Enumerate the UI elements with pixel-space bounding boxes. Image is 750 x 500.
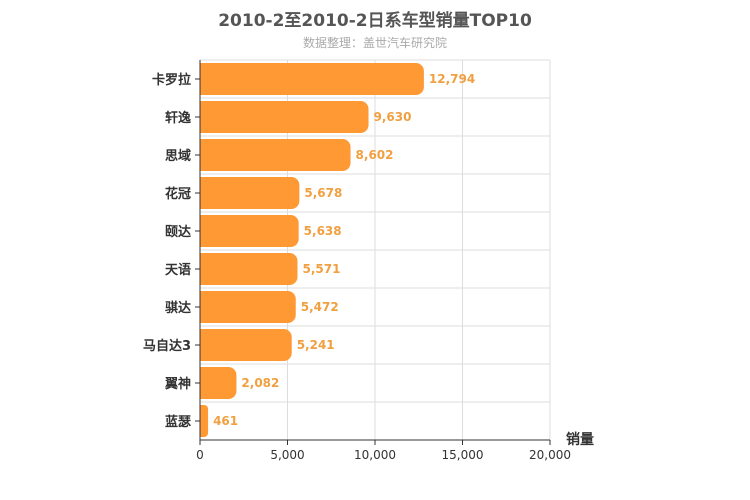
x-tick-label: 10,000 <box>354 448 396 462</box>
category-label: 颐达 <box>165 224 191 240</box>
bar-base <box>200 329 208 361</box>
bar-base <box>200 63 208 95</box>
category-label: 卡罗拉 <box>152 72 191 88</box>
bar-base <box>200 405 205 437</box>
category-label: 花冠 <box>165 186 191 202</box>
category-label: 马自达3 <box>143 338 191 354</box>
bar-base <box>200 139 208 171</box>
data-label: 12,794 <box>429 72 475 86</box>
x-tick-label: 5,000 <box>270 448 304 462</box>
data-label: 5,241 <box>297 338 335 352</box>
data-label: 5,678 <box>304 186 342 200</box>
category-label: 蓝瑟 <box>165 414 191 430</box>
category-label: 骐达 <box>165 300 191 316</box>
x-tick-label: 20,000 <box>529 448 571 462</box>
category-label: 翼神 <box>164 376 191 392</box>
x-axis-title: 销量 <box>566 431 594 448</box>
data-label: 5,638 <box>304 224 342 238</box>
bar-base <box>200 101 208 133</box>
bar <box>200 101 369 133</box>
data-label: 5,571 <box>302 262 340 276</box>
bar <box>200 367 237 399</box>
chart-subtitle: 数据整理：盖世汽车研究院 <box>302 36 447 50</box>
x-tick-label: 0 <box>196 448 204 462</box>
bar-base <box>200 177 208 209</box>
bar <box>200 291 296 323</box>
bar <box>200 139 351 171</box>
bar <box>200 215 299 247</box>
bar <box>200 329 292 361</box>
data-label: 8,602 <box>356 148 394 162</box>
category-label: 天语 <box>165 263 191 278</box>
bar-base <box>200 215 208 247</box>
bar-base <box>200 291 208 323</box>
bar <box>200 63 424 95</box>
category-label: 轩逸 <box>165 110 191 126</box>
data-label: 2,082 <box>241 376 279 390</box>
x-tick-label: 15,000 <box>442 448 484 462</box>
data-label: 461 <box>213 414 238 428</box>
bar <box>200 253 298 285</box>
bar <box>200 177 300 209</box>
data-label: 5,472 <box>301 300 339 314</box>
category-label: 思域 <box>165 148 191 164</box>
chart-title: 2010-2至2010-2日系车型销量TOP10 <box>218 11 532 31</box>
data-label: 9,630 <box>374 110 412 124</box>
bar-base <box>200 253 208 285</box>
bar-base <box>200 367 208 399</box>
